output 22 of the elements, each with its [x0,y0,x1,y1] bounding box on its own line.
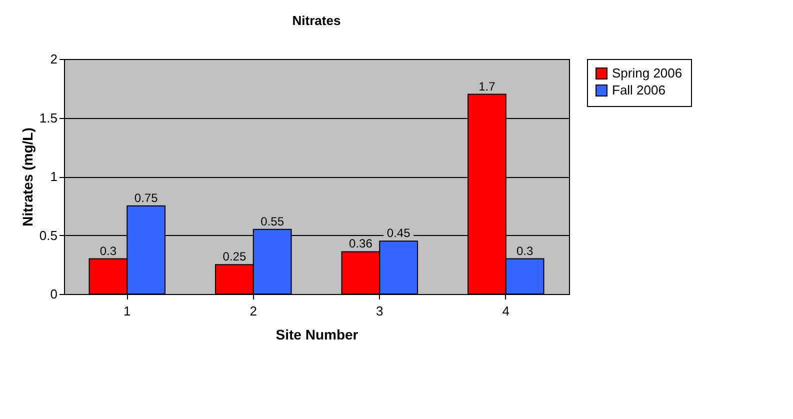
x-tick-label: 2 [250,304,257,318]
x-tick-label: 3 [376,304,384,318]
data-label: 0.45 [386,226,411,240]
data-label: 0.55 [260,214,284,228]
y-tick-label: 0 [50,286,58,302]
chart-title: Nitrates [292,13,341,28]
y-tick-label: 0.5 [39,228,58,243]
x-axis-title: Site Number [276,326,359,342]
data-label: 0.3 [100,244,117,258]
x-tick-label: 1 [124,304,131,318]
x-tick-label: 4 [502,304,510,318]
data-label: 0.75 [134,190,158,205]
legend-label: Fall 2006 [612,82,666,98]
y-tick-label: 1.5 [39,110,58,126]
legend-label: Spring 2006 [612,66,682,80]
data-label: 1.7 [478,79,496,94]
data-label: 0.25 [222,250,246,264]
data-label: 0.36 [349,236,373,251]
y-axis-title: Nitrates (mg/L) [19,128,36,226]
y-tick-label: 2 [50,52,58,66]
y-tick-label: 1 [50,169,58,184]
data-label: 0.3 [516,244,534,258]
